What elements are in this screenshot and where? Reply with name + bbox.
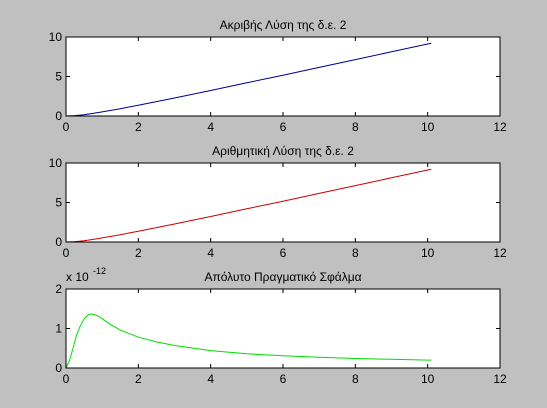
y-tick-label: 5 (55, 196, 62, 210)
series-line-1 (65, 313, 432, 369)
x-tick-label: 12 (493, 120, 507, 134)
x-tick-label: 4 (207, 120, 214, 134)
x-tick-label: 6 (280, 246, 287, 260)
subplot-2: Αριθμητική Λύση της δ.ε. 2 0 2 4 6 8 10 12 0 5 10 (49, 144, 507, 260)
series-line-1 (65, 168, 432, 243)
x-tick-label: 2 (135, 120, 142, 134)
y-tick-label: 1 (55, 322, 62, 336)
y-tick-label: 0 (55, 109, 62, 123)
x-tick-label: 10 (421, 120, 435, 134)
x-tick-label: 8 (352, 246, 359, 260)
y-tick-label: 10 (49, 30, 63, 44)
y-tick-label: 0 (55, 235, 62, 249)
x-tick-label: 0 (63, 120, 70, 134)
x-tick-label: 4 (207, 246, 214, 260)
x-tick-label: 10 (421, 246, 435, 260)
x-tick-label: 10 (421, 372, 435, 386)
y-exponent-power: -12 (93, 266, 106, 276)
x-tick-label: 12 (493, 372, 507, 386)
y-tick-label: 0 (55, 361, 62, 375)
subplot-1: Ακριβής Λύση της δ.ε. 2 0 2 4 6 8 10 12 0 5 10 (49, 18, 507, 134)
chart-title: Απόλυτο Πραγματικό Σφάλμα (204, 270, 361, 284)
x-tick-label: 2 (135, 246, 142, 260)
y-tick-label: 10 (49, 156, 63, 170)
x-tick-label: 8 (352, 372, 359, 386)
plot-area (66, 37, 500, 116)
series-line-1 (65, 42, 432, 117)
x-tick-label: 2 (135, 372, 142, 386)
plot-area (66, 289, 500, 368)
chart-title: Αριθμητική Λύση της δ.ε. 2 (212, 144, 354, 158)
x-tick-label: 12 (493, 246, 507, 260)
chart-title: Ακριβής Λύση της δ.ε. 2 (220, 18, 347, 32)
y-exponent-label: x 10 (66, 270, 89, 284)
x-tick-label: 4 (207, 372, 214, 386)
x-tick-label: 6 (280, 372, 287, 386)
x-tick-label: 0 (63, 246, 70, 260)
x-tick-label: 6 (280, 120, 287, 134)
x-tick-label: 8 (352, 120, 359, 134)
x-tick-label: 0 (63, 372, 70, 386)
y-tick-label: 2 (55, 282, 62, 296)
y-tick-label: 5 (55, 70, 62, 84)
plot-area (66, 163, 500, 242)
